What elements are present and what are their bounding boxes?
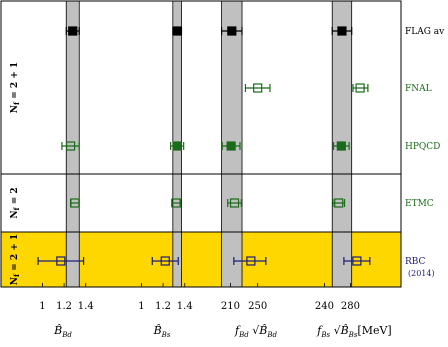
tick-label: 1.4 [78, 301, 94, 312]
row-label: HPQCD [405, 142, 440, 152]
axis-title-Bd: B̂Bd [53, 324, 72, 339]
row-label: ETMC [405, 199, 434, 209]
group-label: Nf = 2 [10, 187, 21, 218]
group-label: Nf = 2 + 1 [10, 234, 21, 285]
data-point-fBd [253, 83, 263, 93]
data-point-Bd [70, 198, 80, 208]
data-point-fBs [355, 83, 365, 93]
data-point-Bd [56, 256, 66, 266]
data-point-fBd [246, 256, 256, 266]
tick-label: 280 [341, 301, 360, 312]
row-label: FLAG av [405, 27, 445, 37]
row-label: RBC [405, 257, 426, 267]
data-point-Bs [160, 256, 170, 266]
data-point-fBd [226, 141, 236, 151]
tick-label: 1.2 [56, 301, 72, 312]
data-point-fBs [337, 26, 347, 36]
data-point-fBd [229, 198, 240, 208]
axis-title-fBd: fBd √B̂Bd [234, 324, 277, 339]
tick-label: 1 [138, 301, 144, 312]
data-point-Bs [172, 26, 182, 36]
data-point-Bd [68, 26, 78, 36]
tick-label: 1.2 [155, 301, 171, 312]
data-point-fBd [227, 26, 237, 36]
row-label: FNAL [405, 84, 432, 94]
data-point-Bs [172, 141, 182, 151]
axis-title-Bs: B̂Bs [153, 324, 171, 339]
average-band-Bd [65, 0, 80, 288]
group-label: Nf = 2 + 1 [10, 62, 21, 113]
row-sublabel: (2014) [408, 269, 435, 278]
tick-label: 210 [221, 301, 240, 312]
tick-label: 1 [39, 301, 45, 312]
tick-label: 240 [315, 301, 334, 312]
tick-label: 1.4 [177, 301, 193, 312]
data-point-fBs [352, 256, 362, 266]
axis-title-fBs: fBs √B̂Bs[MeV] [316, 324, 391, 339]
tick-label: 250 [248, 301, 267, 312]
data-point-Bs [171, 198, 181, 208]
data-point-Bd [65, 141, 76, 151]
data-point-fBs [334, 198, 344, 208]
data-point-fBs [336, 141, 346, 151]
plot-frame [0, 0, 402, 288]
